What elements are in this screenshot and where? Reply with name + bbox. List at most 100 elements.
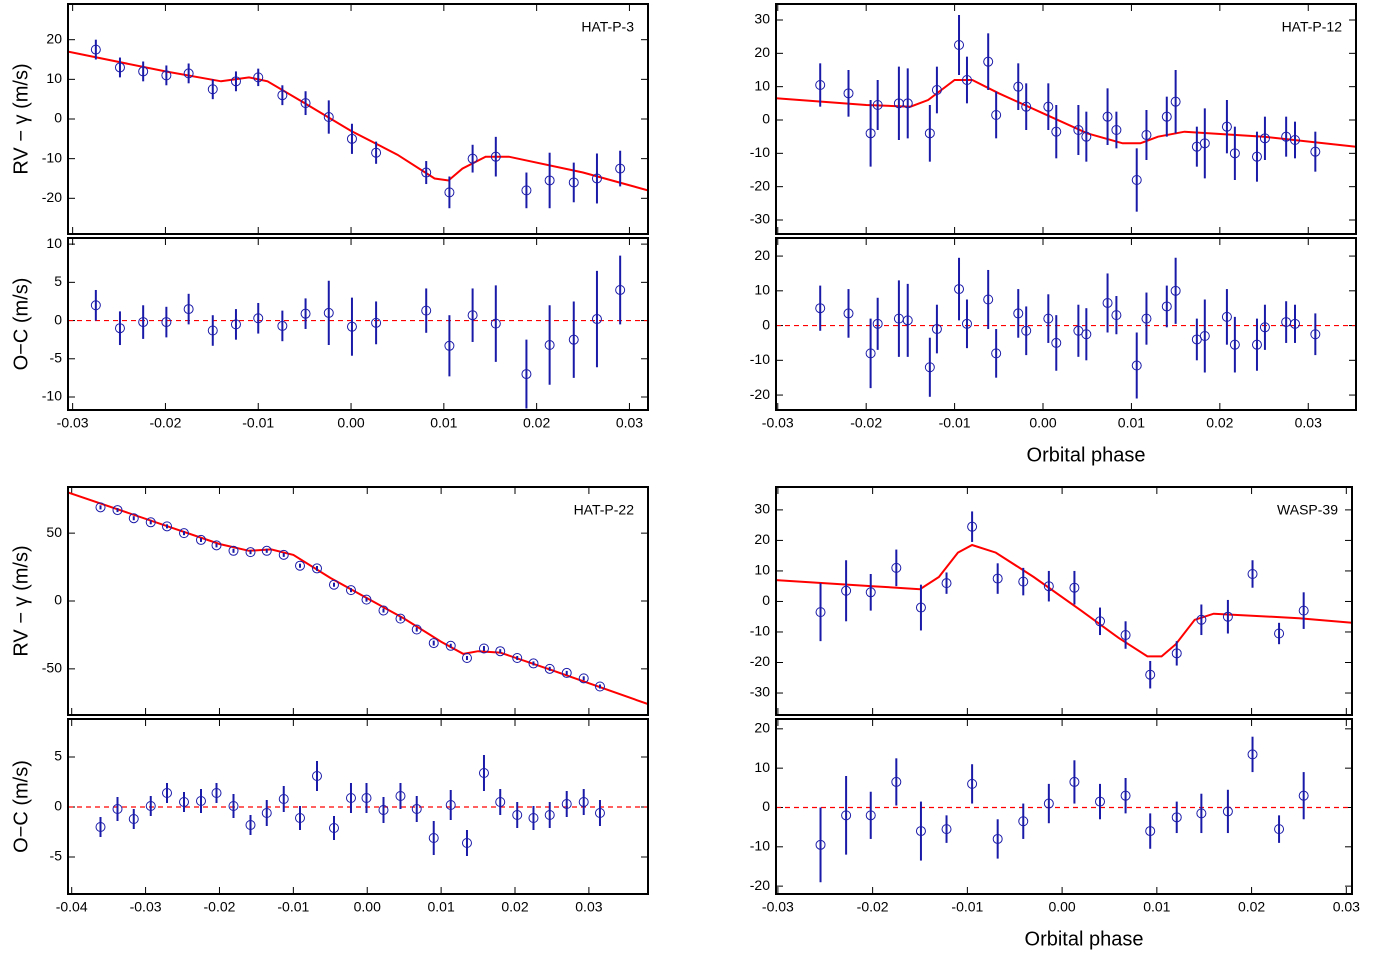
y-tick-label: 0 <box>54 592 62 608</box>
data-point <box>183 68 194 79</box>
data-point <box>1281 131 1292 142</box>
x-tick-label: -0.01 <box>939 415 971 431</box>
data-point <box>245 820 256 830</box>
data-point <box>902 315 913 326</box>
x-tick-label: 0.03 <box>575 899 602 915</box>
y-tick-label: 20 <box>754 247 770 263</box>
data-point <box>421 167 432 178</box>
x-tick-label: -0.02 <box>850 415 882 431</box>
x-tick-label: 0.00 <box>337 415 364 431</box>
y-tick-label: -10 <box>750 144 770 160</box>
data-point <box>983 56 994 67</box>
data-point <box>345 793 356 803</box>
plot-area <box>776 15 1356 212</box>
data-point <box>1251 339 1262 350</box>
data-point <box>253 72 264 83</box>
data-point <box>954 284 965 295</box>
data-point <box>991 348 1002 359</box>
panel-title: HAT-P-3 <box>581 19 634 35</box>
x-axis-label: Orbital phase <box>1025 928 1144 950</box>
x-tick-label: -0.03 <box>762 415 794 431</box>
x-tick-label: 0.02 <box>1238 899 1265 915</box>
x-tick-label: 0.00 <box>354 899 381 915</box>
data-point <box>323 307 334 318</box>
x-tick-label: -0.01 <box>242 415 274 431</box>
data-point <box>591 173 602 184</box>
data-point <box>295 813 305 823</box>
data-point <box>378 605 389 616</box>
data-point <box>528 813 539 823</box>
data-point <box>1018 816 1029 827</box>
data-point <box>1043 798 1054 809</box>
data-point <box>1081 329 1092 340</box>
data-point <box>544 663 555 674</box>
data-point <box>1221 311 1232 322</box>
data-point <box>1222 806 1233 817</box>
y-tick-label: -30 <box>750 211 770 227</box>
data-point <box>1013 308 1024 319</box>
data-point <box>395 613 406 624</box>
data-point <box>1251 151 1262 162</box>
x-tick-label: 0.03 <box>1295 415 1322 431</box>
data-point <box>578 797 589 807</box>
y-tick-label: 0 <box>762 316 770 332</box>
panel-title: WASP-39 <box>1277 502 1338 518</box>
x-tick-label: -0.03 <box>57 415 89 431</box>
data-point <box>428 638 439 649</box>
panel-title: HAT-P-12 <box>1282 19 1343 35</box>
data-point <box>323 112 334 123</box>
y-tick-label: -5 <box>50 349 63 365</box>
y-tick-label: 10 <box>754 759 770 775</box>
data-point <box>128 814 139 824</box>
data-point <box>1111 125 1122 135</box>
y-tick-label: 10 <box>754 282 770 298</box>
x-tick-label: 0.03 <box>616 415 643 431</box>
data-point <box>444 340 455 351</box>
y-axis-label: RV − γ (m/s) <box>10 545 32 656</box>
data-point <box>311 771 322 781</box>
y-tick-label: -20 <box>750 653 770 669</box>
y-tick-label: 10 <box>754 77 770 93</box>
data-point <box>467 310 478 321</box>
data-point <box>1199 138 1210 149</box>
data-point <box>328 823 339 833</box>
data-point <box>230 319 241 330</box>
x-tick-label: -0.03 <box>762 899 794 915</box>
data-point <box>1102 297 1113 308</box>
data-point <box>1051 126 1062 137</box>
data-point <box>992 573 1003 584</box>
y-tick-label: 20 <box>46 30 62 46</box>
data-point <box>361 793 372 803</box>
panel-title: HAT-P-22 <box>574 502 635 518</box>
panel: -20 -10 0 10 20 HAT-P-3 RV − γ (m/s) <box>10 3 649 235</box>
data-point <box>300 308 311 319</box>
x-tick-label: 0.00 <box>1048 899 1075 915</box>
data-point <box>941 824 952 835</box>
data-point <box>1161 111 1172 122</box>
y-tick-label: 30 <box>754 11 770 27</box>
y-tick-label: 10 <box>754 562 770 578</box>
data-point <box>444 187 455 198</box>
data-point <box>1259 322 1270 333</box>
y-tick-label: 0 <box>54 110 62 126</box>
y-tick-label: -50 <box>42 660 62 676</box>
data-point <box>561 667 572 678</box>
data-point <box>114 323 125 334</box>
data-point <box>843 88 854 99</box>
data-point <box>865 348 876 359</box>
data-point <box>179 797 189 807</box>
data-point <box>211 788 222 798</box>
data-point <box>230 76 241 87</box>
data-point <box>1145 669 1156 680</box>
data-point <box>162 788 173 798</box>
y-tick-label: 0 <box>54 311 62 327</box>
data-point <box>1069 776 1080 787</box>
x-tick-label: -0.04 <box>56 899 88 915</box>
data-point <box>594 808 605 818</box>
data-point <box>261 808 272 818</box>
data-point <box>512 810 523 820</box>
data-point <box>495 646 506 657</box>
data-point <box>211 540 222 551</box>
data-point <box>428 833 439 843</box>
data-point <box>544 175 555 186</box>
